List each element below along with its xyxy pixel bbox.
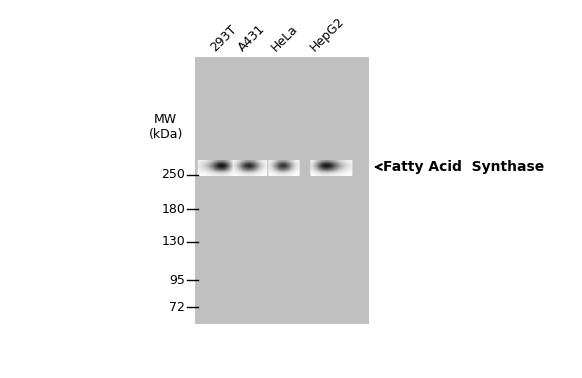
Text: MW
(kDa): MW (kDa) bbox=[148, 113, 183, 141]
Text: 130: 130 bbox=[161, 235, 185, 248]
Text: HepG2: HepG2 bbox=[308, 14, 347, 54]
Bar bbox=[195, 57, 369, 324]
Text: 72: 72 bbox=[169, 301, 185, 314]
Text: Fatty Acid  Synthase: Fatty Acid Synthase bbox=[383, 160, 544, 174]
Text: 95: 95 bbox=[169, 274, 185, 287]
Text: 180: 180 bbox=[161, 203, 185, 216]
Text: A431: A431 bbox=[236, 22, 268, 54]
Text: 293T: 293T bbox=[208, 22, 239, 54]
Text: 250: 250 bbox=[161, 168, 185, 181]
Text: HeLa: HeLa bbox=[269, 22, 301, 54]
